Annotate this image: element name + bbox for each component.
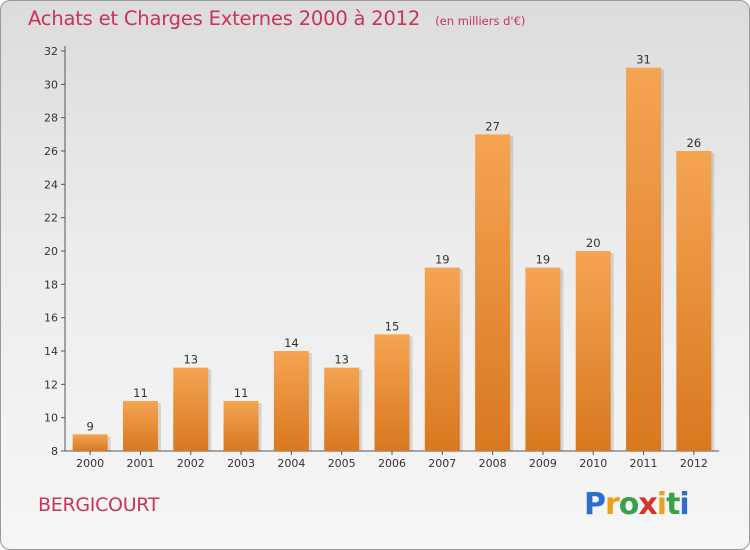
x-tick-label: 2003 [227,457,255,470]
logo-letter: o [618,487,640,522]
x-tick-label: 2002 [177,457,205,470]
logo-letter: P [584,487,606,522]
x-tick-label: 2007 [428,457,456,470]
y-tick-label: 26 [44,145,58,158]
y-tick-label: 30 [44,78,58,91]
y-tick-label: 12 [44,378,58,391]
y-tick-label: 8 [51,445,58,458]
bar-2002 [173,367,209,451]
value-label: 19 [536,253,551,267]
bar-2006 [374,334,410,451]
logo-letter: i [656,487,667,522]
logo-letter: r [605,487,620,522]
value-label: 13 [334,353,349,367]
value-label: 31 [636,53,651,67]
bar-2009 [525,267,561,451]
bar-2005 [324,367,360,451]
bar-2001 [122,401,158,451]
x-tick-label: 2010 [579,457,607,470]
x-tick-label: 2004 [277,457,305,470]
x-tick-label: 2005 [328,457,356,470]
value-label: 9 [86,419,93,433]
value-label: 11 [234,386,249,400]
y-tick-label: 18 [44,278,58,291]
value-label: 15 [385,319,400,333]
logo-letter: i [679,487,689,522]
x-tick-label: 2006 [378,457,406,470]
value-label: 14 [284,336,299,350]
x-tick-label: 2001 [126,457,154,470]
y-tick-label: 22 [44,212,58,225]
x-tick-label: 2000 [76,457,104,470]
logo-letter: t [666,487,680,522]
y-tick-label: 14 [44,345,58,358]
title-row: Achats et Charges Externes 2000 à 2012 (… [28,7,525,30]
commune-name: BERGICOURT [38,494,160,516]
y-tick-label: 32 [44,45,58,58]
x-tick-label: 2011 [630,457,658,470]
value-label: 11 [133,386,148,400]
bar-2008 [475,134,511,452]
logo-letter: x [638,487,657,522]
bar-2011 [626,67,662,452]
bar-2010 [575,251,611,451]
bar-2007 [424,267,460,451]
y-tick-label: 10 [44,412,58,425]
chart-title: Achats et Charges Externes 2000 à 2012 [28,7,421,30]
value-label: 20 [586,236,601,250]
y-tick-label: 24 [44,178,58,191]
proxiti-logo: Proxiti [584,487,690,522]
bar-2004 [273,351,309,451]
y-tick-label: 16 [44,312,58,325]
x-tick-label: 2012 [680,457,708,470]
chart-subtitle: (en milliers d'€) [435,14,526,28]
x-tick-label: 2009 [529,457,557,470]
bar-2000 [72,434,108,451]
value-label: 19 [435,253,450,267]
value-label: 26 [687,136,702,150]
x-tick-label: 2008 [479,457,507,470]
bar-2012 [676,151,712,451]
y-tick-label: 28 [44,112,58,125]
bar-2003 [223,401,259,451]
y-tick-label: 20 [44,245,58,258]
value-label: 27 [485,119,500,133]
value-label: 13 [183,353,198,367]
